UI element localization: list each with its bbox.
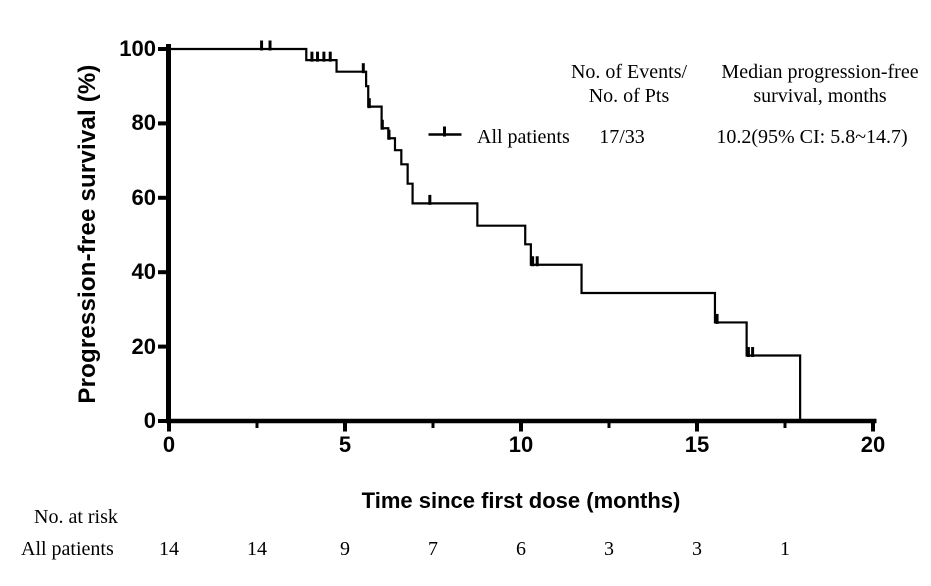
- legend-events-header-line2: No. of Pts: [588, 85, 670, 107]
- risk-count: 7: [428, 538, 438, 560]
- y-tick-label: 40: [131, 259, 156, 284]
- legend-events-value: 17/33: [599, 126, 645, 148]
- x-tick-label: 10: [508, 432, 534, 457]
- legend-median-header: Median progression-free survival, months: [721, 60, 918, 108]
- y-tick-label: 100: [119, 36, 156, 61]
- risk-count: 14: [247, 538, 267, 560]
- risk-count: 6: [516, 538, 526, 560]
- x-axis-title: Time since first dose (months): [361, 488, 681, 513]
- risk-count: 3: [692, 538, 702, 560]
- x-tick-label: 20: [860, 432, 886, 457]
- censor-tick-marks: [260, 40, 755, 358]
- risk-count: 3: [604, 538, 614, 560]
- x-tick-label: 5: [338, 432, 352, 457]
- legend-events-header: No. of Events/ No. of Pts: [571, 60, 687, 108]
- risk-count: 1: [780, 538, 790, 560]
- risk-table-header: No. at risk: [34, 506, 118, 528]
- risk-count: 14: [159, 538, 179, 560]
- y-tick-label: 60: [131, 185, 156, 210]
- legend-series-label: All patients: [477, 126, 570, 148]
- legend-median-header-line2: survival, months: [753, 85, 887, 107]
- legend-events-header-line1: No. of Events/: [570, 61, 688, 83]
- legend-median-value: 10.2(95% CI: 5.8~14.7): [716, 126, 908, 148]
- risk-count: 9: [340, 538, 350, 560]
- risk-table-row-label: All patients: [21, 538, 114, 560]
- y-axis-title: Progression-free survival (%): [74, 64, 101, 404]
- axes: [158, 44, 877, 432]
- y-tick-label: 20: [131, 334, 156, 359]
- legend-median-header-line1: Median progression-free: [721, 61, 919, 83]
- legend-curve-symbol: [428, 126, 462, 137]
- y-tick-label: 80: [131, 110, 156, 135]
- x-tick-label: 15: [684, 432, 710, 457]
- y-tick-label: 0: [143, 408, 156, 433]
- x-tick-label: 0: [162, 432, 176, 457]
- survival-curve-all-patients: [169, 47, 802, 421]
